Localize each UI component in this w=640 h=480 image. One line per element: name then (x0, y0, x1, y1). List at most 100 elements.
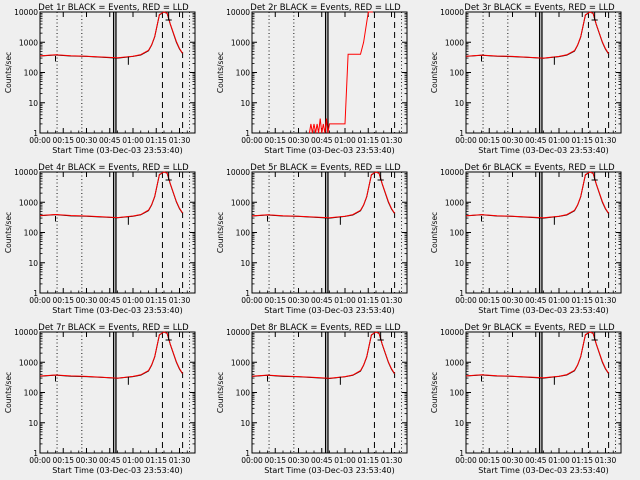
x-tick-label: 00:00 (455, 456, 477, 465)
x-tick-label: 01:15 (571, 296, 593, 305)
y-tick-label: 1000 (445, 198, 464, 207)
plot-frame (251, 171, 408, 294)
x-tick-label: 00:45 (311, 136, 333, 145)
panel-title: Det 2r BLACK = Events, RED = LLD (250, 3, 401, 13)
series-line-events (465, 11, 610, 59)
panel-title: Det 3r BLACK = Events, RED = LLD (464, 3, 615, 13)
panel-title: Det 1r BLACK = Events, RED = LLD (38, 3, 189, 13)
y-tick-label: 100 (236, 229, 251, 238)
plot-frame (465, 331, 622, 454)
y-tick-label: 10000 (14, 328, 38, 337)
panel-det-5: Det 5r BLACK = Events, RED = LLD 1 10 100 10… (216, 163, 408, 315)
y-tick-label: 1 (33, 289, 38, 298)
y-tick-label: 1 (245, 289, 250, 298)
y-tick-label: 1000 (231, 358, 250, 367)
y-tick-label: 100 (450, 69, 465, 78)
series-line-events (39, 331, 184, 379)
y-tick-label: 100 (24, 69, 39, 78)
x-tick-label: 00:00 (241, 136, 263, 145)
series-line-lld (39, 11, 184, 59)
x-tick-label: 00:00 (241, 456, 263, 465)
plot-frame (39, 11, 196, 134)
x-tick-label: 00:45 (311, 296, 333, 305)
panel-title: Det 5r BLACK = Events, RED = LLD (250, 163, 401, 173)
x-tick-label: 00:15 (478, 456, 500, 465)
panel-det-2: Det 2r BLACK = Events, RED = LLD 1 10 100 10… (216, 3, 408, 155)
x-axis-label: Start Time (03-Dec-03 23:53:40) (478, 146, 609, 155)
panel-title: Det 7r BLACK = Events, RED = LLD (38, 323, 189, 333)
x-axis-label: Start Time (03-Dec-03 23:53:40) (52, 466, 183, 475)
y-tick-label: 1000 (445, 38, 464, 47)
y-tick-label: 1000 (19, 198, 38, 207)
x-tick-label: 00:15 (478, 296, 500, 305)
x-tick-label: 01:30 (169, 456, 191, 465)
x-tick-label: 00:15 (264, 456, 286, 465)
x-tick-label: 00:00 (455, 136, 477, 145)
y-tick-label: 1000 (19, 358, 38, 367)
x-tick-label: 01:00 (548, 456, 570, 465)
series-line-lld (251, 171, 396, 219)
x-tick-label: 00:15 (52, 296, 74, 305)
plot-frame (465, 171, 622, 294)
x-tick-label: 01:15 (571, 136, 593, 145)
panel-title: Det 6r BLACK = Events, RED = LLD (464, 163, 615, 173)
series-line-lld (251, 331, 396, 379)
y-tick-label: 100 (236, 389, 251, 398)
x-tick-label: 01:00 (548, 136, 570, 145)
y-axis-label: Counts/sec (4, 52, 13, 93)
x-tick-label: 01:00 (334, 296, 356, 305)
series-line-events (251, 331, 396, 380)
x-tick-label: 00:45 (311, 456, 333, 465)
x-tick-label: 00:30 (288, 296, 310, 305)
x-tick-label: 00:00 (29, 296, 51, 305)
x-tick-label: 00:00 (241, 296, 263, 305)
x-tick-label: 01:00 (334, 456, 356, 465)
y-tick-label: 10 (28, 99, 38, 108)
y-tick-label: 10000 (14, 8, 38, 17)
x-tick-label: 00:15 (264, 136, 286, 145)
x-tick-label: 00:00 (29, 456, 51, 465)
x-tick-label: 00:45 (525, 136, 547, 145)
y-tick-label: 10000 (440, 8, 464, 17)
x-tick-label: 00:30 (76, 456, 98, 465)
y-tick-label: 1 (33, 129, 38, 138)
y-tick-label: 10000 (14, 168, 38, 177)
y-axis-label: Counts/sec (216, 372, 225, 413)
x-tick-label: 01:30 (169, 296, 191, 305)
y-axis-label: Counts/sec (4, 212, 13, 253)
x-tick-label: 00:30 (502, 456, 524, 465)
x-tick-label: 00:00 (455, 296, 477, 305)
y-tick-label: 10 (28, 259, 38, 268)
plot-frame (251, 11, 408, 134)
y-tick-label: 100 (24, 389, 39, 398)
y-axis-label: Counts/sec (216, 52, 225, 93)
y-axis-label: Counts/sec (430, 52, 439, 93)
y-axis-label: Counts/sec (430, 212, 439, 253)
series-line-events (465, 331, 610, 379)
x-axis-label: Start Time (03-Dec-03 23:53:40) (264, 466, 395, 475)
x-tick-label: 01:15 (357, 296, 379, 305)
y-axis-label: Counts/sec (4, 372, 13, 413)
x-tick-label: 00:15 (478, 136, 500, 145)
x-tick-label: 01:15 (357, 136, 379, 145)
x-tick-label: 00:30 (288, 136, 310, 145)
x-tick-label: 01:30 (595, 456, 617, 465)
y-tick-label: 1000 (445, 358, 464, 367)
y-tick-label: 10000 (440, 168, 464, 177)
x-tick-label: 01:00 (122, 456, 144, 465)
x-tick-label: 01:15 (571, 456, 593, 465)
panel-det-6: Det 6r BLACK = Events, RED = LLD 1 10 100 10… (430, 163, 622, 315)
x-tick-label: 00:30 (502, 136, 524, 145)
y-tick-label: 1 (459, 289, 464, 298)
y-tick-label: 1 (459, 449, 464, 458)
panel-det-1: Det 1r BLACK = Events, RED = LLD 1 10 100 10… (4, 3, 196, 155)
series-line-lld (39, 331, 184, 379)
y-tick-label: 10000 (226, 328, 250, 337)
x-tick-label: 00:45 (99, 136, 121, 145)
series-line-lld (39, 171, 184, 219)
y-tick-label: 1000 (19, 38, 38, 47)
y-tick-label: 10 (240, 419, 250, 428)
y-tick-label: 1 (245, 129, 250, 138)
x-tick-label: 01:15 (357, 456, 379, 465)
series-line-events (251, 171, 396, 219)
